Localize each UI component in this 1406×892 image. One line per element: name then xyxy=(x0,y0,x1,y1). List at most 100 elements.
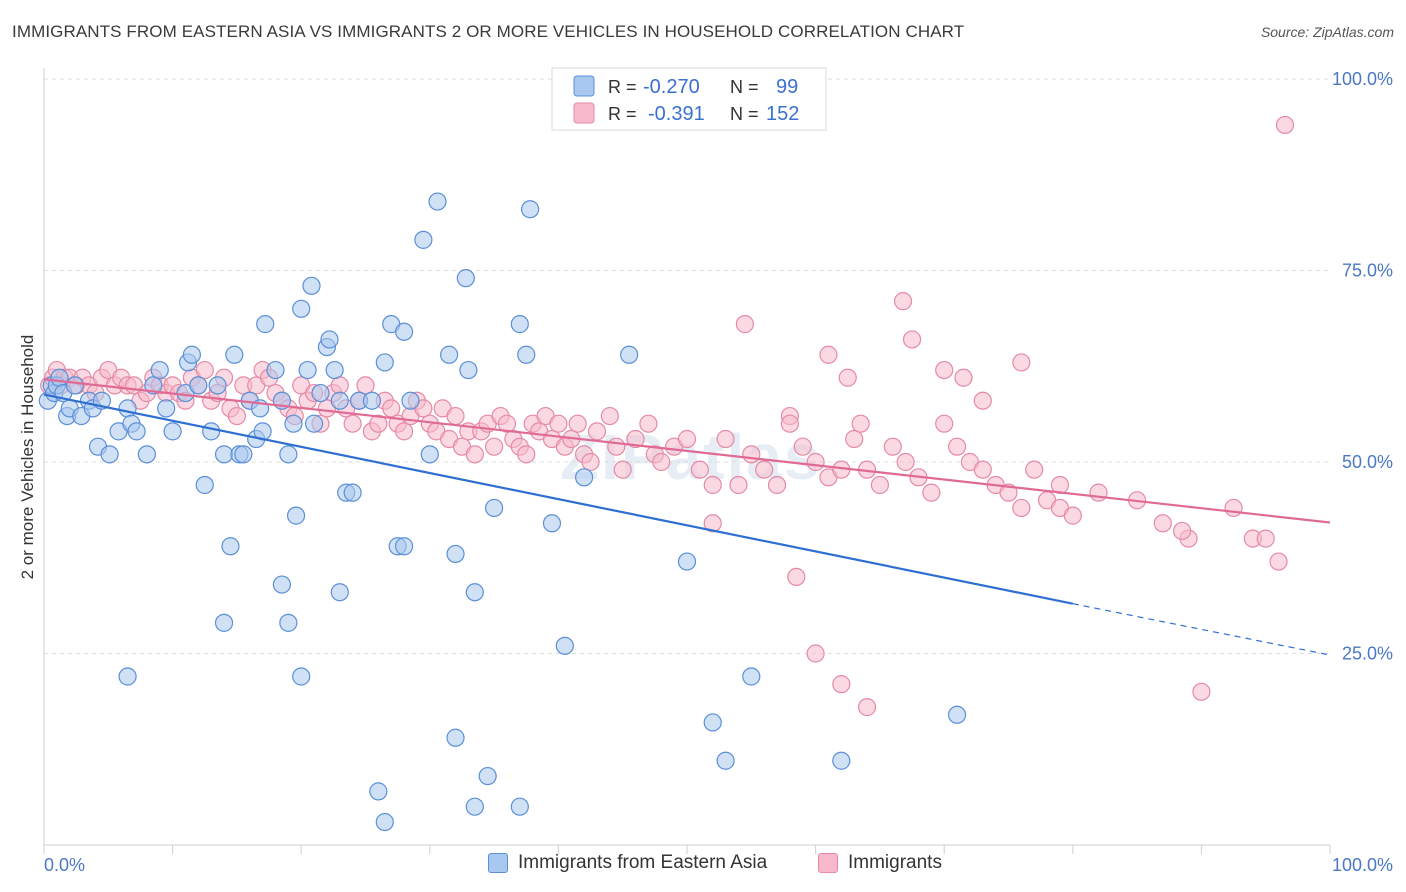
eastern-asia-point-51 xyxy=(320,330,339,349)
immigrants-point-55 xyxy=(382,399,401,418)
y-tick-label-3: 75.0% xyxy=(1342,261,1393,281)
immigrants-point-130 xyxy=(1275,115,1295,135)
eastern-asia-point-18 xyxy=(127,422,146,441)
eastern-asia-point-39 xyxy=(256,315,275,334)
x-tick-label-min: 0.0% xyxy=(44,855,85,875)
eastern-asia-point-45 xyxy=(292,299,311,318)
immigrants-point-127 xyxy=(1089,483,1108,502)
immigrants-point-115 xyxy=(922,483,941,502)
immigrants-point-136 xyxy=(851,414,870,433)
immigrants-point-88 xyxy=(600,406,619,426)
immigrants-point-89 xyxy=(607,437,626,456)
immigrants-point-112 xyxy=(883,437,902,456)
immigrants-point-111 xyxy=(870,475,890,495)
x-tick-label-max: 100.0% xyxy=(1332,855,1393,875)
immigrants-point-65 xyxy=(446,406,465,426)
eastern-asia-point-31 xyxy=(214,445,234,464)
eastern-asia-point-95 xyxy=(716,751,735,770)
y-tick-labels: 25.0% 50.0% 75.0% 100.0% xyxy=(1332,69,1393,664)
immigrants-point-106 xyxy=(806,452,825,472)
immigrants-point-133 xyxy=(780,414,799,433)
immigrants-point-121 xyxy=(999,483,1018,502)
chart-title: IMMIGRANTS FROM EASTERN ASIA VS IMMIGRAN… xyxy=(12,22,965,41)
immigrants-point-154 xyxy=(703,514,722,533)
legend-swatch-pink xyxy=(573,102,595,124)
eastern-asia-point-92 xyxy=(510,797,529,816)
trend-line-eastern-asia xyxy=(43,393,1074,605)
eastern-asia-point-88 xyxy=(465,797,484,816)
immigrants-point-97 xyxy=(690,460,709,479)
eastern-asia-point-40 xyxy=(266,360,285,380)
legend-r-value-2: -0.391 xyxy=(648,103,705,125)
chart-source: Source: ZipAtlas.com xyxy=(1260,24,1394,40)
immigrants-point-149 xyxy=(1269,552,1288,571)
eastern-asia-point-75 xyxy=(575,468,594,487)
immigrants-point-116 xyxy=(935,414,954,433)
immigrants-point-122 xyxy=(1012,498,1031,518)
immigrants-point-101 xyxy=(742,445,761,464)
immigrants-point-86 xyxy=(581,452,600,472)
eastern-asia-point-57 xyxy=(362,391,382,410)
immigrants-point-143 xyxy=(1153,514,1172,533)
eastern-asia-point-90 xyxy=(375,812,394,832)
immigrants-point-57 xyxy=(394,422,414,441)
eastern-asia-point-68 xyxy=(459,360,478,380)
immigrants-point-145 xyxy=(1192,682,1211,701)
eastern-asia-point-19 xyxy=(137,445,156,464)
eastern-asia-point-64 xyxy=(428,192,447,211)
eastern-asia-point-74 xyxy=(542,514,562,533)
legend-n-value-2: 152 xyxy=(766,103,799,125)
immigrants-point-150 xyxy=(806,644,825,663)
legend-r-label-1: R = xyxy=(608,77,637,97)
immigrants-point-140 xyxy=(973,391,992,410)
immigrants-point-109 xyxy=(845,429,864,449)
immigrants-point-117 xyxy=(947,437,967,456)
eastern-asia-point-77 xyxy=(677,552,697,571)
eastern-asia-point-49 xyxy=(311,383,330,403)
legend-swatch-blue xyxy=(573,75,595,97)
legend-box: R = -0.270 N = 99 R = -0.391 N = 152 xyxy=(551,67,827,131)
immigrants-point-148 xyxy=(1256,529,1275,548)
immigrants-point-152 xyxy=(857,698,877,717)
eastern-asia-point-16 xyxy=(118,399,137,418)
immigrants-point-144 xyxy=(1173,521,1192,541)
immigrants-point-94 xyxy=(652,452,671,472)
immigrants-point-100 xyxy=(729,475,748,495)
x-tick-labels: 0.0% 100.0% xyxy=(44,855,1393,875)
eastern-asia-point-97 xyxy=(832,751,851,770)
bottom-legend-label-immigrants: Immigrants xyxy=(848,852,942,873)
eastern-asia-point-44 xyxy=(286,506,306,525)
y-tick-label-1: 25.0% xyxy=(1342,644,1393,664)
immigrants-point-84 xyxy=(568,414,587,433)
legend-n-label-1: N = xyxy=(730,77,759,97)
eastern-asia-point-53 xyxy=(330,391,349,410)
eastern-asia-point-62 xyxy=(414,230,433,249)
immigrants-point-141 xyxy=(1012,353,1031,372)
eastern-asia-point-89 xyxy=(369,782,388,801)
immigrants-point-138 xyxy=(935,360,954,380)
bottom-legend-swatch-pink xyxy=(818,853,838,873)
eastern-asia-point-80 xyxy=(221,537,240,556)
immigrants-point-81 xyxy=(549,414,568,433)
immigrants-point-135 xyxy=(838,368,857,387)
immigrants-point-137 xyxy=(902,330,922,349)
eastern-asia-point-86 xyxy=(394,537,414,556)
series-eastern-asia-points xyxy=(38,192,967,832)
immigrants-point-31 xyxy=(227,406,246,426)
eastern-asia-point-87 xyxy=(446,728,465,747)
legend-r-label-2: R = xyxy=(608,104,637,124)
immigrants-point-47 xyxy=(330,376,349,395)
eastern-asia-point-58 xyxy=(375,353,394,372)
trend-line-immigrants xyxy=(43,378,1331,524)
eastern-asia-point-8 xyxy=(65,376,84,395)
eastern-asia-point-23 xyxy=(163,422,182,441)
immigrants-point-131 xyxy=(893,292,913,311)
eastern-asia-point-46 xyxy=(298,360,317,380)
eastern-asia-point-91 xyxy=(478,766,497,786)
y-axis-label: 2 or more Vehicles in Household xyxy=(18,335,37,580)
immigrants-point-92 xyxy=(639,414,658,433)
immigrants-point-76 xyxy=(517,445,536,464)
immigrants-point-113 xyxy=(896,452,915,472)
immigrants-point-139 xyxy=(954,368,973,387)
